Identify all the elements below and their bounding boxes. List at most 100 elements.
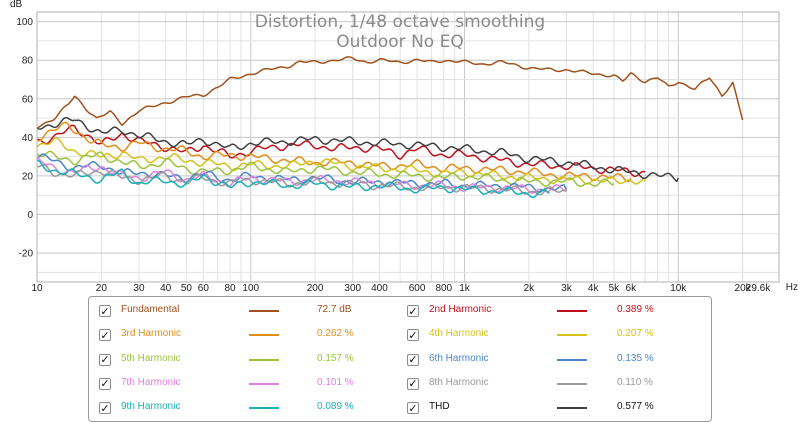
check-icon: ✓ [100, 401, 110, 415]
x-tick-label: 200 [307, 283, 324, 294]
x-unit-label: Hz [786, 282, 798, 293]
series-lines [36, 56, 744, 199]
legend-value: 0.135 % [617, 352, 654, 364]
chart-subtitle: Outdoor No EQ [336, 32, 463, 52]
x-tick-label: 300 [344, 283, 361, 294]
x-tick-label: 40 [160, 283, 172, 294]
x-tick-label: 3k [561, 283, 573, 294]
x-tick-label: 20k [735, 283, 752, 294]
legend-label: 5th Harmonic [121, 352, 181, 364]
check-icon: ✓ [408, 377, 418, 391]
series-line-2nd-harmonic [36, 124, 646, 178]
x-tick-label: 29.6k [746, 283, 771, 294]
legend-checkbox-3rd-harmonic[interactable]: ✓ [99, 328, 111, 342]
legend-label: 9th Harmonic [121, 401, 181, 413]
x-tick-label: 600 [409, 283, 426, 294]
legend-swatch [557, 407, 587, 410]
legend-swatch [249, 334, 279, 337]
x-tick-label: 20 [96, 283, 108, 294]
legend-checkbox-fundamental[interactable]: ✓ [99, 305, 111, 317]
legend-checkbox-8th-harmonic[interactable]: ✓ [407, 377, 419, 391]
legend-value: 0.207 % [617, 328, 654, 340]
legend-item-6th-harmonic: ✓ 6th Harmonic 0.135 % [407, 349, 697, 371]
x-tick-label: 30 [133, 283, 145, 294]
legend-checkbox-2nd-harmonic[interactable]: ✓ [407, 305, 419, 317]
legend-label: THD [429, 401, 450, 413]
check-icon: ✓ [100, 353, 110, 367]
x-tick-label: 1k [459, 283, 471, 294]
plot-background [37, 12, 779, 282]
legend-item-fundamental: ✓ Fundamental 72.7 dB [99, 300, 389, 322]
legend-value: 0.101 % [317, 376, 354, 388]
legend-checkbox-6th-harmonic[interactable]: ✓ [407, 353, 419, 367]
check-icon: ✓ [408, 401, 418, 415]
legend-checkbox-9th-harmonic[interactable]: ✓ [99, 401, 111, 415]
x-tick-label: 100 [242, 283, 259, 294]
y-tick-label: 40 [22, 133, 34, 144]
legend-label: 3rd Harmonic [121, 328, 182, 340]
series-line-3rd-harmonic [36, 121, 632, 183]
legend-item-3rd-harmonic: ✓ 3rd Harmonic 0.262 % [99, 324, 389, 346]
legend-item-7th-harmonic: ✓ 7th Harmonic 0.101 % [99, 373, 389, 395]
legend-swatch [249, 310, 279, 312]
legend-value: 0.389 % [617, 304, 654, 315]
legend-checkbox-7th-harmonic[interactable]: ✓ [99, 377, 111, 391]
legend-checkbox-thd[interactable]: ✓ [407, 401, 419, 415]
series-line-thd [36, 116, 679, 183]
legend-swatch [249, 407, 279, 410]
y-tick-label: 60 [22, 94, 34, 105]
legend-item-4th-harmonic: ✓ 4th Harmonic 0.207 % [407, 324, 697, 346]
chart-title: Distortion, 1/48 octave smoothing [255, 12, 545, 32]
legend-panel: ✓ Fundamental 72.7 dB ✓ 2nd Harmonic 0.389 % ✓… [88, 296, 712, 422]
legend-checkbox-4th-harmonic[interactable]: ✓ [407, 328, 419, 342]
x-tick-label: 800 [435, 283, 452, 294]
x-tick-label: 4k [588, 283, 600, 294]
x-tick-label: 6k [626, 283, 638, 294]
legend-item-8th-harmonic: ✓ 8th Harmonic 0.110 % [407, 373, 697, 395]
check-icon: ✓ [100, 377, 110, 391]
legend-item-2nd-harmonic: ✓ 2nd Harmonic 0.389 % [407, 300, 697, 322]
legend-item-5th-harmonic: ✓ 5th Harmonic 0.157 % [99, 349, 389, 371]
x-tick-label: 400 [371, 283, 388, 294]
legend-value: 0.577 % [617, 401, 654, 413]
series-line-9th-harmonic [36, 159, 550, 199]
legend-swatch [557, 382, 587, 385]
check-icon: ✓ [408, 353, 418, 367]
legend-swatch [557, 310, 587, 312]
legend-checkbox-5th-harmonic[interactable]: ✓ [99, 353, 111, 367]
check-icon: ✓ [408, 328, 418, 342]
check-icon: ✓ [100, 328, 110, 342]
distortion-chart: Distortion, 1/48 octave smoothing Outdoo… [10, 0, 798, 294]
legend-label: 7th Harmonic [121, 376, 181, 388]
legend-swatch [249, 382, 279, 385]
legend-value: 0.262 % [317, 328, 354, 340]
x-tick-label: 10k [670, 283, 687, 294]
y-tick-label: -20 [19, 249, 34, 260]
x-tick-label: 80 [224, 283, 236, 294]
legend-label: 6th Harmonic [429, 352, 489, 364]
legend-value: 0.089 % [317, 401, 354, 413]
x-tick-label: 10 [31, 283, 43, 294]
legend-value: 0.157 % [317, 352, 354, 364]
y-tick-label: 80 [22, 56, 34, 67]
legend-value: 72.7 dB [317, 304, 352, 315]
legend-item-9th-harmonic: ✓ 9th Harmonic 0.089 % [99, 397, 389, 419]
x-tick-label: 2k [524, 283, 536, 294]
x-tick-label: 5k [609, 283, 621, 294]
legend-swatch [557, 358, 587, 361]
legend-swatch [249, 358, 279, 361]
legend-item-thd: ✓ THD 0.577 % [407, 397, 697, 419]
x-tick-labels: 10 20 30 40 50 60 80 100 200 300 400 600 800 1k 2k 3k 4k… [31, 283, 771, 294]
check-icon: ✓ [100, 304, 110, 318]
legend-label: Fundamental [121, 304, 180, 315]
legend-label: 8th Harmonic [429, 376, 489, 388]
series-line-fundamental [36, 56, 744, 129]
legend-value: 0.110 % [617, 376, 653, 388]
x-tick-label: 50 [181, 283, 193, 294]
legend-label: 4th Harmonic [429, 328, 489, 340]
y-tick-label: 0 [27, 210, 33, 221]
y-tick-label: 100 [16, 17, 33, 28]
check-icon: ✓ [408, 304, 418, 318]
y-unit-label: dB [10, 0, 23, 10]
x-tick-label: 60 [198, 283, 210, 294]
